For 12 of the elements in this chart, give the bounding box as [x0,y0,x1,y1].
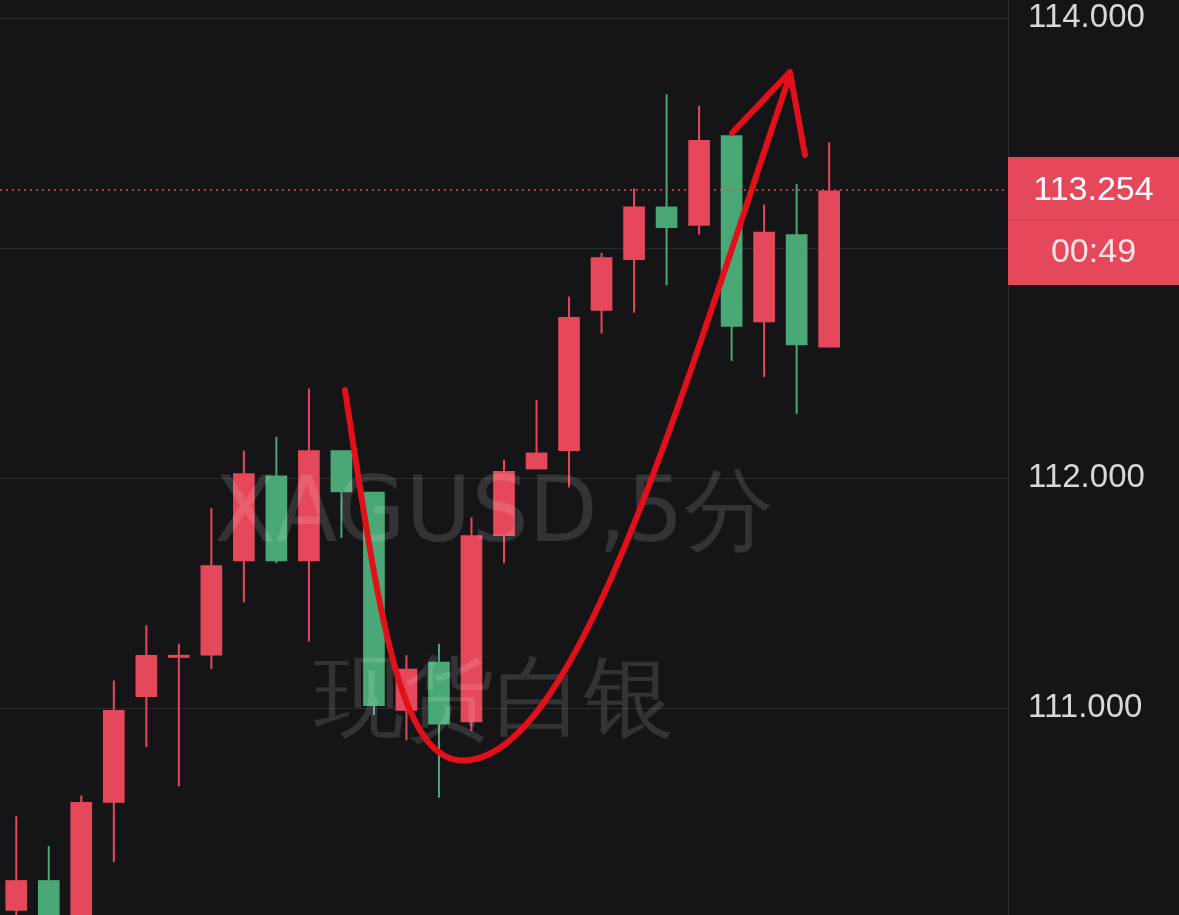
candlestick [135,624,158,749]
ref-line-label: 113.254 [1033,169,1154,208]
candlestick [5,815,28,915]
candlestick [102,679,125,864]
candlestick [168,642,190,788]
candlestick [753,203,775,379]
y-tick-label: 111.000 [1028,687,1143,725]
y-tick-label: 114.000 [1028,0,1145,35]
candlestick [70,794,93,915]
y-tick-label: 112.000 [1028,457,1145,495]
text: 00:49 [1050,231,1137,270]
candlestick [37,845,60,915]
